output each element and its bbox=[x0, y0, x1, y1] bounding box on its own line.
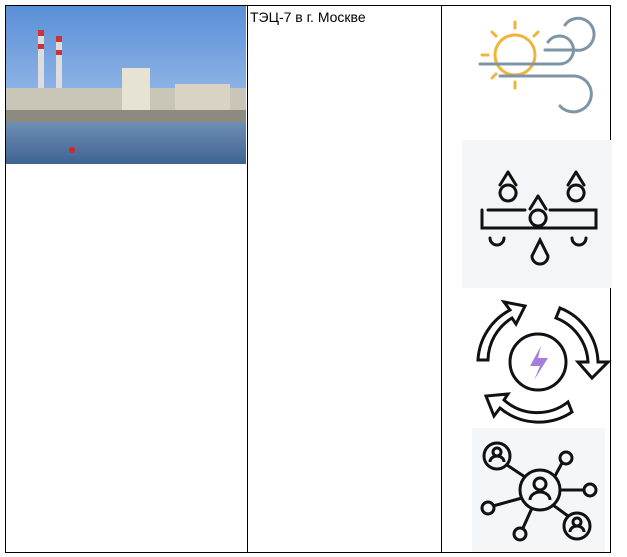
table-cell-text: ТЭЦ-7 в г. Москве bbox=[250, 9, 366, 25]
energy-cycle-icon bbox=[476, 299, 612, 424]
water-filter-icon bbox=[462, 140, 612, 288]
power-plant-photo bbox=[6, 6, 246, 164]
sun-wind-icon bbox=[478, 16, 596, 114]
network-icon bbox=[472, 428, 605, 552]
